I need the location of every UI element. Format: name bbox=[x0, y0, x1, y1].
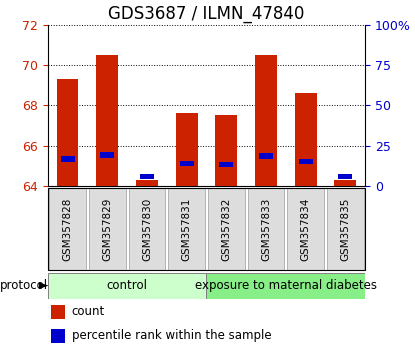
FancyBboxPatch shape bbox=[248, 188, 284, 270]
Title: GDS3687 / ILMN_47840: GDS3687 / ILMN_47840 bbox=[108, 6, 305, 23]
Bar bbox=[61, 156, 75, 162]
Bar bbox=[255, 55, 277, 186]
Bar bbox=[96, 55, 118, 186]
Bar bbox=[220, 162, 233, 167]
Text: count: count bbox=[71, 305, 105, 318]
Bar bbox=[136, 180, 158, 186]
Bar bbox=[334, 180, 356, 186]
Text: GSM357831: GSM357831 bbox=[182, 198, 192, 261]
FancyBboxPatch shape bbox=[207, 273, 365, 299]
FancyBboxPatch shape bbox=[288, 188, 324, 270]
FancyBboxPatch shape bbox=[327, 188, 364, 270]
FancyBboxPatch shape bbox=[49, 188, 86, 270]
Bar bbox=[51, 305, 65, 319]
Text: GSM357834: GSM357834 bbox=[301, 198, 311, 261]
Text: GSM357828: GSM357828 bbox=[63, 198, 73, 261]
FancyBboxPatch shape bbox=[208, 188, 244, 270]
Bar bbox=[100, 152, 114, 158]
Bar bbox=[295, 93, 317, 186]
Bar bbox=[299, 159, 312, 164]
Bar bbox=[51, 329, 65, 343]
Bar bbox=[176, 113, 198, 186]
Bar bbox=[57, 79, 78, 186]
Bar bbox=[140, 174, 154, 179]
Text: control: control bbox=[107, 279, 148, 292]
Text: GSM357830: GSM357830 bbox=[142, 198, 152, 261]
FancyBboxPatch shape bbox=[168, 188, 205, 270]
Text: GSM357835: GSM357835 bbox=[340, 198, 350, 261]
Text: GSM357833: GSM357833 bbox=[261, 198, 271, 261]
FancyBboxPatch shape bbox=[129, 188, 165, 270]
Text: GSM357832: GSM357832 bbox=[221, 198, 231, 261]
FancyBboxPatch shape bbox=[48, 273, 207, 299]
Text: ►: ► bbox=[39, 279, 49, 292]
Text: percentile rank within the sample: percentile rank within the sample bbox=[71, 329, 271, 342]
Bar bbox=[338, 174, 352, 179]
Text: protocol: protocol bbox=[0, 279, 48, 292]
FancyBboxPatch shape bbox=[89, 188, 125, 270]
Bar bbox=[259, 153, 273, 159]
Text: GSM357829: GSM357829 bbox=[102, 198, 112, 261]
Bar bbox=[180, 161, 193, 166]
Bar bbox=[215, 115, 237, 186]
Text: exposure to maternal diabetes: exposure to maternal diabetes bbox=[195, 279, 377, 292]
